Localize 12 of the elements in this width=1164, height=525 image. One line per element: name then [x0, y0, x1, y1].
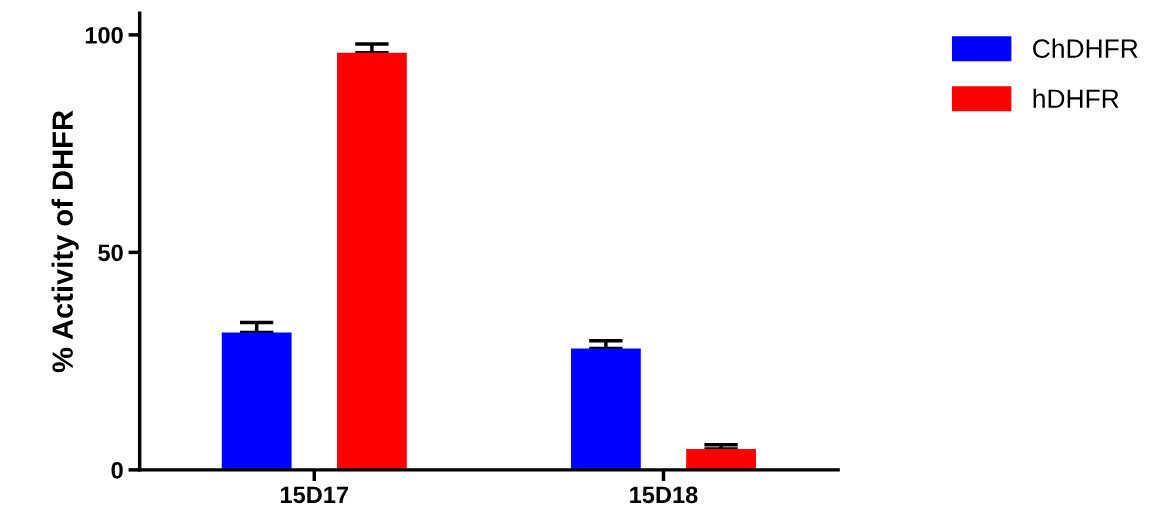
bar	[221, 332, 292, 470]
legend-label: ChDHFR	[1033, 38, 1138, 58]
x-tick-label: 15D18	[630, 486, 698, 504]
x-tick-label: 15D17	[280, 486, 349, 504]
y-tick-label: 0	[111, 461, 123, 479]
y-tick-label: 50	[98, 244, 123, 262]
legend-label: hDHFR	[1033, 88, 1119, 108]
bar	[336, 52, 407, 470]
y-axis-title: % Activity of DHFR	[51, 110, 79, 373]
y-tick-label: 100	[85, 26, 123, 44]
bar	[570, 348, 641, 470]
bar	[686, 448, 757, 470]
